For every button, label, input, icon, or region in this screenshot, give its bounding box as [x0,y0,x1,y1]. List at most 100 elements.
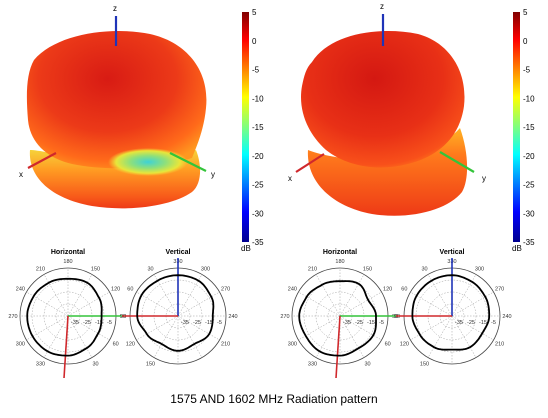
polar-angle-tick: 240 [502,314,511,320]
pattern-lobe-main [301,31,465,168]
polar-grid-spoke [427,315,453,358]
colorbar-tick-label: -15 [523,123,535,132]
polar-angle-tick: 300 [475,266,484,272]
polar-angle-tick: 60 [385,342,391,348]
polar-angle-tick: 60 [401,287,407,293]
colorbar-tick-label: -25 [523,181,535,190]
polar-plot-title: Horizontal [51,249,85,256]
polar-radial-tick: -35 [455,320,463,326]
polar-grid-spoke [298,291,341,317]
polar-angle-tick: 150 [91,266,100,272]
polar-angle-tick: 120 [383,287,392,293]
polar-grid-spoke [339,315,365,358]
polar-plot-horizontal-1575: 180 150 120 90 60 30 330 300 270 240 210 -35 -25 -15-… [8,249,126,379]
polar-angle-tick: 210 [36,266,45,272]
polar-grid-spoke [67,315,93,358]
colorbar-tick-label: -10 [523,94,535,103]
polar-radial-tick: -5 [491,320,496,326]
x-axis-line [27,152,57,169]
polar-grid-spoke [177,315,203,358]
y-axis-line [169,152,207,172]
pattern-null-region [108,148,188,176]
polar-pattern-trace [298,280,377,357]
polar-grid-spoke [43,274,69,317]
polar-radial-tick: -15 [205,320,213,326]
polar-angle-tick: 240 [228,314,237,320]
polar-plot-title: Horizontal [323,249,357,256]
colorbar-tick-label: -15 [252,123,264,132]
polar-angle-tick: 270 [495,287,504,293]
polar-grid-spoke [339,274,365,317]
polar-grid-spoke [451,274,477,317]
polar-angle-tick: 180 [63,259,72,265]
polar-angle-tick: 300 [201,266,210,272]
polar-radial-tick: -15 [367,320,375,326]
polar-angle-tick: 300 [16,342,25,348]
polar-grid-spoke [177,315,220,341]
polar-pattern-trace [411,274,491,351]
polar-radial-tick: -35 [343,320,351,326]
polar-angle-tick: 330 [36,362,45,368]
pattern-3d-1602: z x y [288,2,486,216]
colorbar-tick-label: -10 [252,94,264,103]
polar-pattern-trace [26,277,103,357]
colorbar-tick-label: -25 [252,181,264,190]
colorbar-unit-label: dB [241,244,251,253]
colorbar-tick-label: -35 [252,238,264,247]
polar-radial-tick: -35 [181,320,189,326]
polar-grid-spoke [67,315,110,341]
polar-plot-vertical-1575: 330300270240210150120906030-35-25-15-5Ve… [120,249,238,368]
polar-grid-spoke [153,315,179,358]
colorbar-tick-label: -5 [523,66,531,75]
polar-grid-spoke [136,291,179,317]
polar-angle-tick: 270 [8,314,17,320]
polar-angle-tick: 150 [420,362,429,368]
polar-grid-spoke [451,315,477,358]
polar-radial-tick: -5 [107,320,112,326]
x-axis-label: x [288,174,292,183]
polar-angle-tick: 330 [308,362,317,368]
polar-angle-tick: 90 [120,314,126,320]
polar-angle-tick: 120 [400,342,409,348]
polar-grid-spoke [410,315,453,341]
polar-plot-vertical-1602: 330300270240210150120906030-35-25-15-5Ve… [394,249,512,368]
polar-radial-tick: -25 [467,320,475,326]
polar-grid-spoke [451,291,494,317]
polar-radial-tick: -25 [193,320,201,326]
polar-angle-tick: 30 [364,362,370,368]
colorbar-gradient [513,12,520,242]
colorbar-tick-label: -20 [523,152,535,161]
polar-angle-tick: 60 [113,342,119,348]
polar-grid-spoke [177,291,220,317]
colorbar-tick-label: -30 [252,209,264,218]
polar-angle-tick: 300 [288,342,297,348]
colorbar-tick-label: -20 [252,152,264,161]
polar-angle-tick: 210 [495,342,504,348]
polar-grid-spoke [136,315,179,341]
polar-angle-tick: 240 [288,287,297,293]
polar-grid-spoke [339,291,382,317]
colorbar-unit-label: dB [512,244,522,253]
polar-radial-tick: -25 [83,320,91,326]
colorbar-tick-label: 5 [523,8,528,17]
polar-angle-tick: 90 [392,314,398,320]
polar-grid-spoke [451,315,494,341]
x-axis-line [295,153,325,173]
pattern-lobe-main [26,31,207,169]
polar-angle-tick: 90 [120,314,126,320]
colorbar-tick-label: 0 [523,37,528,46]
polar-angle-tick: 90 [394,314,400,320]
polar-radial-tick: -5 [217,320,222,326]
polar-grid-spoke [315,274,341,317]
z-axis-label: z [113,4,117,13]
polar-angle-tick: 270 [280,314,289,320]
polar-angle-tick: 60 [127,287,133,293]
y-axis-line [439,151,475,173]
polar-grid-spoke [67,274,93,317]
polar-angle-tick: 120 [126,342,135,348]
polar-angle-tick: 240 [16,287,25,293]
colorbar-tick-label: 0 [252,37,257,46]
polar-angle-tick: 120 [111,287,120,293]
